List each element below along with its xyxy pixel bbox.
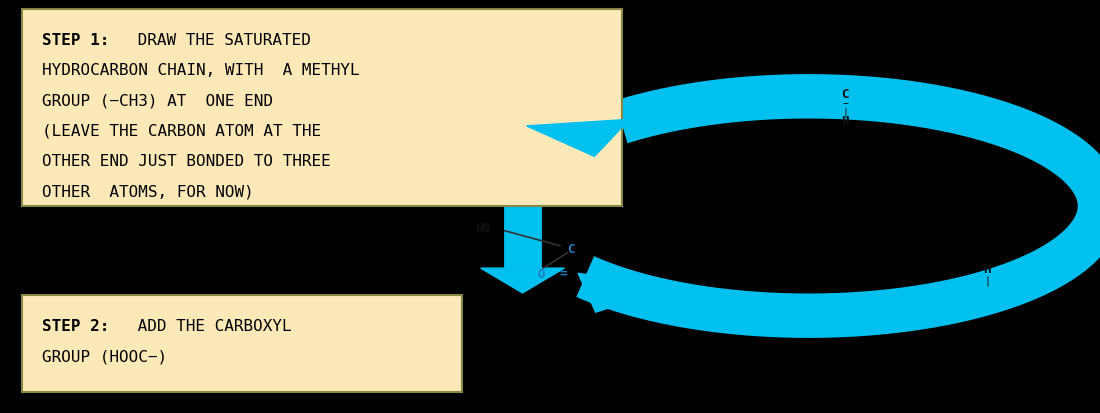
Text: |: |: [843, 107, 848, 118]
Text: OTHER  ATOMS, FOR NOW): OTHER ATOMS, FOR NOW): [42, 184, 253, 199]
Text: (LEAVE THE CARBON ATOM AT THE: (LEAVE THE CARBON ATOM AT THE: [42, 123, 321, 138]
Polygon shape: [579, 274, 676, 312]
Text: C: C: [842, 88, 849, 100]
Text: =: =: [559, 266, 566, 279]
Text: ADD THE CARBOXYL: ADD THE CARBOXYL: [128, 318, 292, 333]
Text: STEP 2:: STEP 2:: [42, 318, 109, 333]
Text: C: C: [566, 242, 574, 255]
Text: HO: HO: [475, 222, 491, 235]
Text: OTHER END JUST BONDED TO THREE: OTHER END JUST BONDED TO THREE: [42, 154, 330, 169]
Polygon shape: [527, 120, 629, 157]
Text: HYDROCARBON CHAIN, WITH  A METHYL: HYDROCARBON CHAIN, WITH A METHYL: [42, 63, 360, 78]
Text: GROUP (−CH3) AT  ONE END: GROUP (−CH3) AT ONE END: [42, 93, 273, 108]
Text: −: −: [843, 99, 848, 109]
FancyBboxPatch shape: [22, 295, 462, 392]
Text: O: O: [537, 267, 544, 280]
Text: STEP 1:: STEP 1:: [42, 33, 109, 48]
Text: H: H: [983, 262, 991, 275]
Polygon shape: [481, 268, 564, 293]
Text: DRAW THE SATURATED: DRAW THE SATURATED: [128, 33, 310, 48]
Text: H: H: [842, 115, 849, 128]
Text: GROUP (HOOC−): GROUP (HOOC−): [42, 348, 167, 363]
Text: |: |: [984, 275, 990, 285]
FancyBboxPatch shape: [22, 10, 621, 206]
